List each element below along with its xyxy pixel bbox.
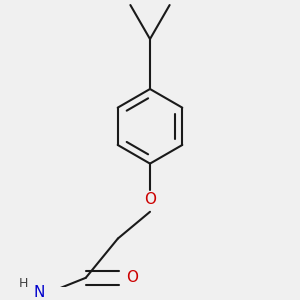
Text: O: O <box>144 192 156 207</box>
Text: H: H <box>19 277 28 290</box>
Text: O: O <box>126 270 138 285</box>
Text: N: N <box>34 285 45 300</box>
